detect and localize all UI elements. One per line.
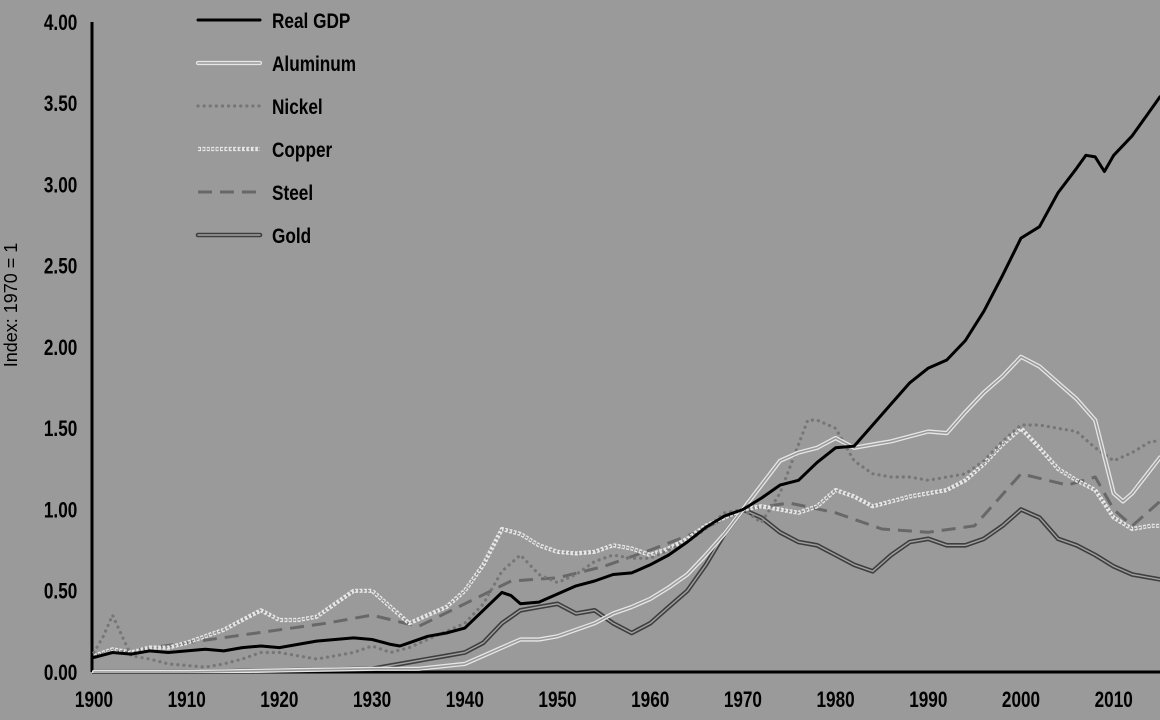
legend-label: Copper — [272, 140, 333, 163]
legend-item-nickel: Nickel — [196, 97, 323, 120]
x-tick-label: 1990 — [909, 688, 947, 713]
y-tick-label: 0.50 — [44, 580, 77, 605]
x-tick-label: 1910 — [168, 688, 206, 713]
y-tick-label: 1.00 — [44, 499, 77, 524]
x-tick-label: 2010 — [1095, 688, 1133, 713]
x-tick-label: 1950 — [538, 688, 576, 713]
legend-label: Nickel — [272, 97, 323, 120]
legend-item-gold: Gold — [195, 226, 311, 249]
x-tick-label: 2000 — [1002, 688, 1040, 713]
x-tick-label: 1970 — [724, 688, 762, 713]
y-tick-label: 1.50 — [44, 417, 77, 442]
x-tick-label: 1900 — [75, 688, 113, 713]
y-tick-label: 3.00 — [44, 174, 77, 199]
x-tick-label: 1940 — [446, 688, 484, 713]
legend-label: Gold — [272, 226, 311, 249]
y-tick-label: 4.00 — [44, 11, 77, 36]
legend-label: Real GDP — [272, 11, 351, 34]
x-tick-label: 1930 — [353, 688, 391, 713]
legend-label: Steel — [272, 183, 313, 206]
series-line-copper — [93, 426, 1160, 658]
legend-item-copper: Copper — [198, 140, 333, 163]
series-line-aluminum — [92, 354, 1160, 673]
x-tick-label: 1980 — [817, 688, 855, 713]
y-tick-labels: 0.00 0.50 1.00 1.50 2.00 2.50 3.00 3.50 4.00 — [44, 11, 77, 686]
legend-item-real-gdp: Real GDP — [196, 11, 351, 34]
y-tick-label: 3.50 — [44, 92, 77, 117]
legend-label: Aluminum — [272, 54, 356, 77]
series-lines — [92, 95, 1160, 673]
legend-item-steel: Steel — [198, 183, 313, 206]
series-line-real-gdp — [92, 95, 1160, 659]
y-axis-title: Index: 1970 = 1 — [1, 243, 21, 368]
series-line-nickel — [92, 418, 1160, 669]
legend-item-aluminum: Aluminum — [195, 54, 356, 77]
y-tick-label: 2.50 — [44, 255, 77, 280]
x-tick-label: 1960 — [631, 688, 669, 713]
axes: Index: 1970 = 1 — [1, 22, 1160, 674]
x-tick-label: 1920 — [260, 688, 298, 713]
legend: Real GDP Aluminum Nickel Copper Steel Gold — [195, 11, 356, 249]
y-tick-label: 0.00 — [44, 661, 77, 686]
x-tick-labels: 1900 1910 1920 1930 1940 1950 1960 1970 1980 1990… — [75, 688, 1133, 713]
series-line-steel — [93, 472, 1160, 658]
y-tick-label: 2.00 — [44, 336, 77, 361]
